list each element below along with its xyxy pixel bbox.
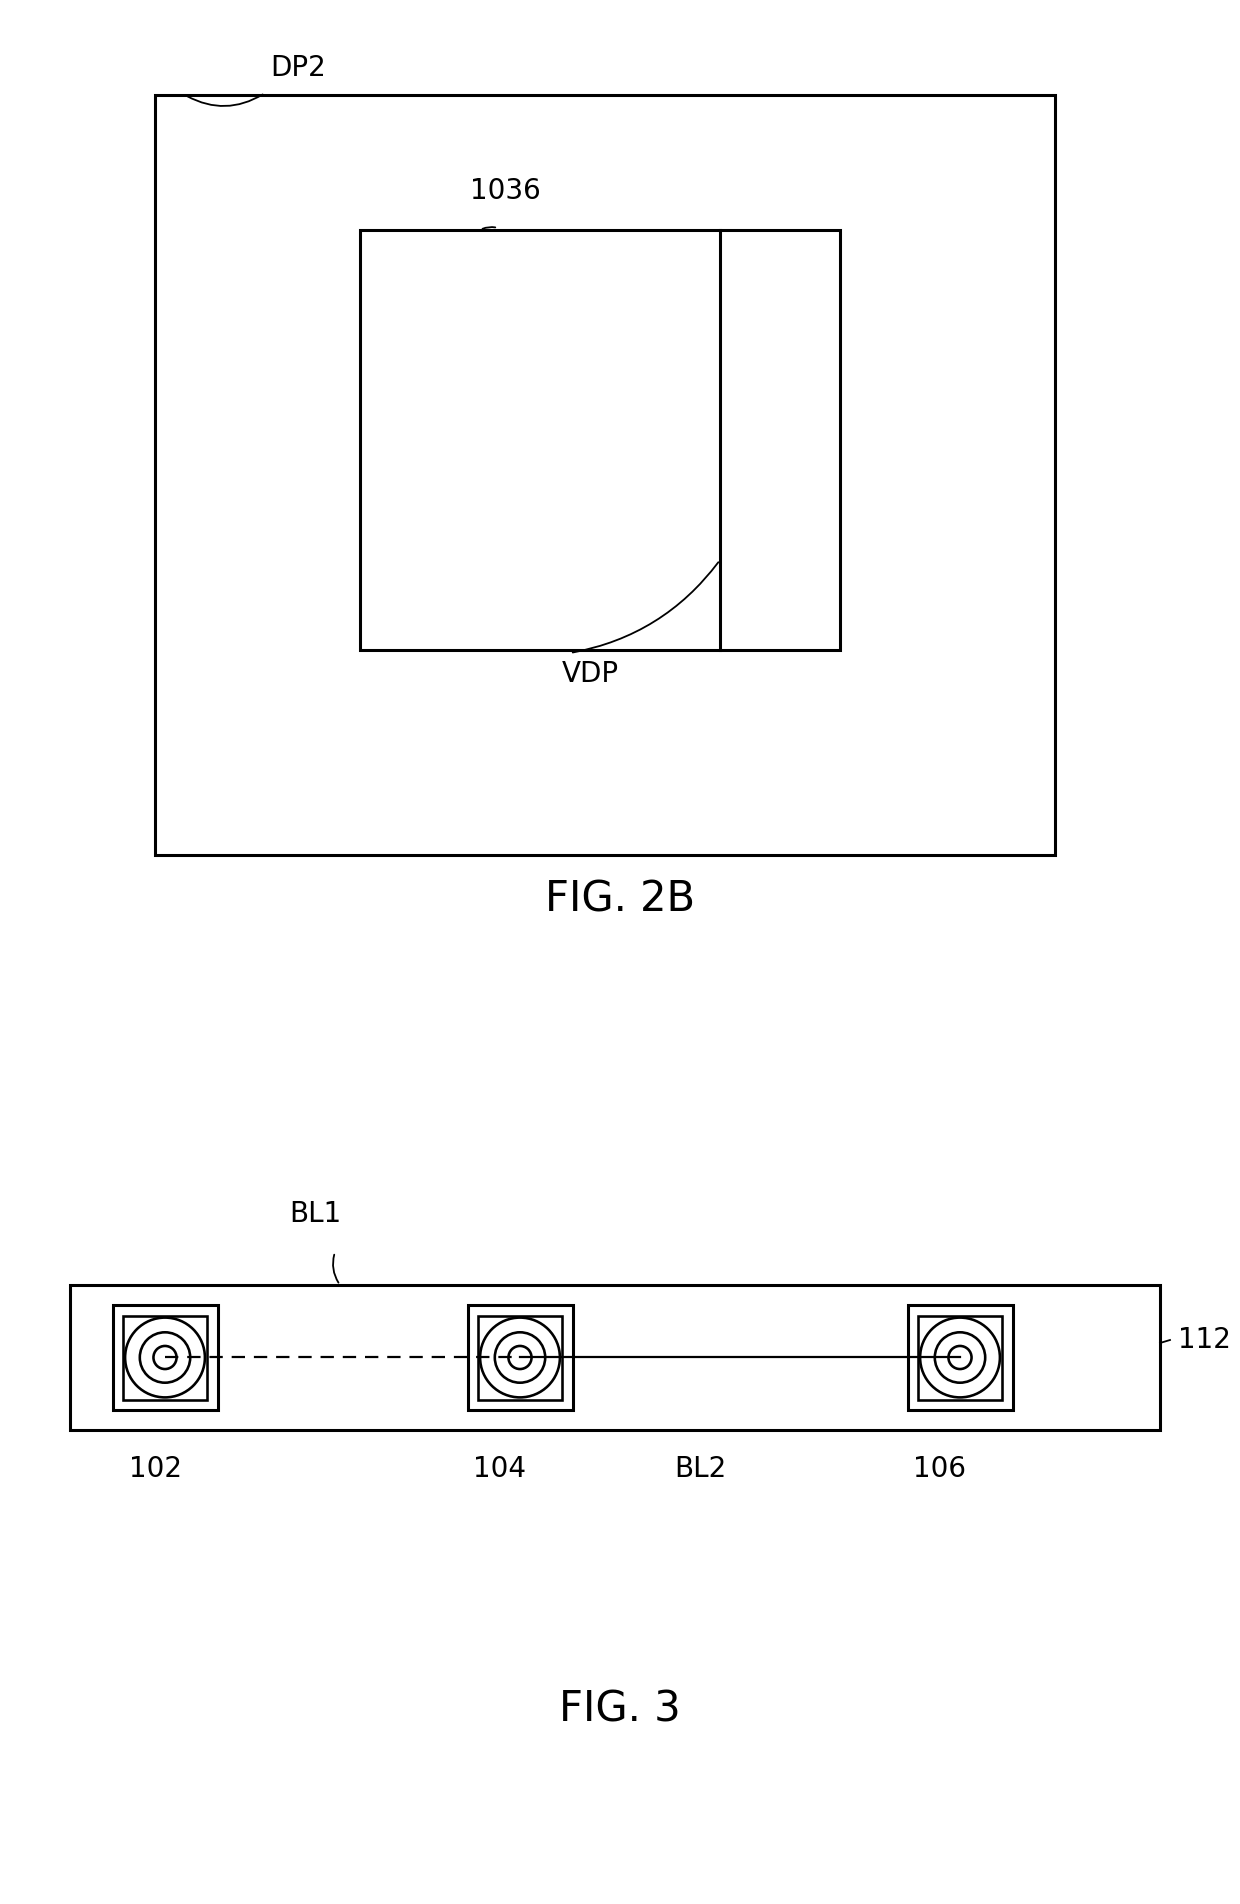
Text: BL1: BL1 [289,1200,341,1228]
Text: 112: 112 [1178,1325,1231,1354]
Text: DP2: DP2 [270,53,326,82]
Bar [918,1316,1002,1399]
Text: FIG. 2B: FIG. 2B [544,880,696,922]
Text: 102: 102 [129,1455,181,1483]
Text: FIG. 3: FIG. 3 [559,1689,681,1731]
Text: BL2: BL2 [673,1455,727,1483]
Bar [467,1304,573,1411]
Bar [477,1316,562,1399]
Bar [908,1304,1013,1411]
Bar [69,1285,1159,1430]
Bar [155,95,1055,855]
Text: 104: 104 [474,1455,527,1483]
Text: 106: 106 [914,1455,966,1483]
Bar [113,1304,217,1411]
Text: 1036: 1036 [470,177,541,206]
Text: VDP: VDP [562,661,619,687]
Bar [123,1316,207,1399]
Bar [360,230,839,649]
